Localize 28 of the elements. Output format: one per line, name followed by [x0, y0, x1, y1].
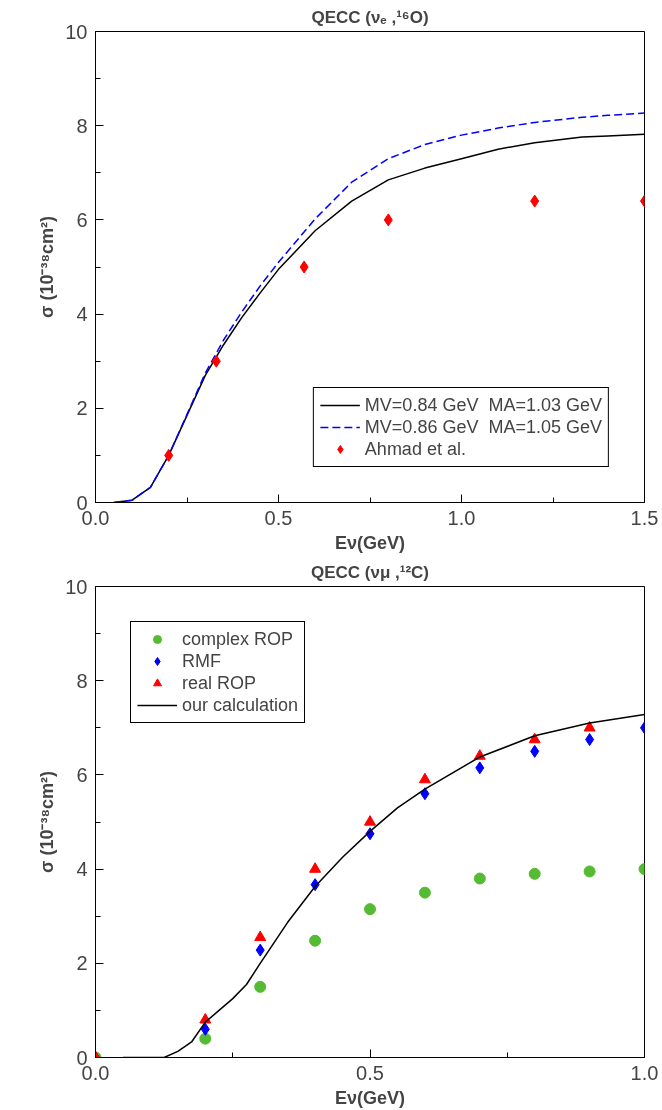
- chart-title: QECC (νₑ ,¹⁶O): [311, 7, 429, 27]
- y-tick-label: 10: [65, 575, 88, 598]
- legend-label: MV=0.86 GeV MA=1.05 GeV: [364, 416, 602, 438]
- legend-label: MV=0.84 GeV MA=1.03 GeV: [364, 394, 602, 416]
- chart-title: QECC (νμ ,¹²C): [310, 562, 430, 582]
- x-tick-label: 1.0: [447, 506, 476, 529]
- legend-label: RMF: [182, 650, 221, 672]
- y-tick-label: 4: [76, 858, 88, 881]
- x-tick-label: 1.5: [630, 506, 659, 529]
- x-axis-title: Eν(GeV): [334, 1087, 406, 1108]
- y-tick-label: 6: [76, 763, 88, 786]
- x-tick-label: 0.5: [356, 1061, 384, 1084]
- y-tick-label: 2: [76, 952, 88, 975]
- legend-label: complex ROP: [182, 628, 294, 650]
- y-axis-title: σ (10⁻³⁸cm²): [37, 216, 58, 318]
- x-axis-title: Eν(GeV): [334, 532, 406, 553]
- y-tick-label: 10: [65, 20, 88, 43]
- y-tick-label: 8: [76, 669, 88, 692]
- y-axis-title: σ (10⁻³⁸cm²): [37, 771, 58, 873]
- legend-label: Ahmad et al.: [364, 438, 466, 460]
- x-tick-label: 0.5: [264, 506, 293, 529]
- y-tick-label: 2: [76, 397, 88, 420]
- legend-label: our calculation: [182, 694, 299, 716]
- y-tick-label: 4: [76, 303, 88, 326]
- legend-label: real ROP: [182, 672, 257, 694]
- x-tick-label: 1.0: [630, 1061, 659, 1084]
- y-tick-label: 8: [76, 114, 88, 137]
- y-tick-label: 6: [76, 208, 88, 231]
